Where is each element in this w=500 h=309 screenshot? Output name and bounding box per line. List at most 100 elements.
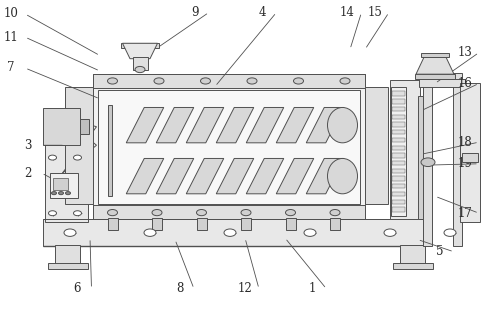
Text: 16: 16: [458, 77, 472, 90]
Bar: [92, 74, 365, 88]
Bar: [392, 169, 405, 173]
Polygon shape: [156, 108, 194, 143]
Circle shape: [286, 210, 296, 216]
Circle shape: [48, 155, 56, 160]
Circle shape: [330, 210, 340, 216]
Bar: [392, 200, 405, 204]
Text: 19: 19: [458, 157, 472, 170]
Bar: [462, 153, 478, 162]
Bar: [196, 218, 206, 230]
Text: 11: 11: [4, 31, 18, 44]
Bar: [108, 105, 112, 196]
Bar: [132, 57, 148, 70]
Bar: [392, 153, 405, 158]
Text: 10: 10: [4, 7, 18, 20]
Circle shape: [444, 229, 456, 236]
Circle shape: [304, 229, 316, 236]
Circle shape: [66, 192, 70, 195]
Bar: [392, 138, 405, 142]
Bar: [42, 108, 80, 145]
Polygon shape: [126, 108, 164, 143]
Bar: [330, 218, 340, 230]
Bar: [108, 218, 118, 230]
Bar: [400, 245, 425, 264]
Polygon shape: [186, 108, 224, 143]
Bar: [241, 218, 251, 230]
Polygon shape: [306, 108, 344, 143]
Bar: [392, 107, 405, 111]
Bar: [392, 192, 405, 196]
Text: 17: 17: [458, 207, 472, 220]
Circle shape: [247, 78, 257, 84]
Bar: [55, 245, 80, 264]
Bar: [419, 79, 465, 87]
Text: 15: 15: [368, 6, 382, 19]
Bar: [65, 87, 92, 204]
Circle shape: [135, 66, 145, 73]
Text: 6: 6: [74, 282, 81, 295]
Bar: [92, 74, 365, 219]
Circle shape: [200, 78, 210, 84]
Polygon shape: [306, 159, 344, 194]
Bar: [391, 87, 406, 216]
Circle shape: [241, 210, 251, 216]
Bar: [418, 96, 423, 219]
Circle shape: [108, 78, 118, 84]
Text: 18: 18: [458, 136, 472, 149]
Bar: [80, 119, 89, 134]
Circle shape: [74, 211, 82, 216]
Polygon shape: [276, 108, 314, 143]
Bar: [392, 91, 405, 96]
Polygon shape: [216, 159, 254, 194]
Text: 7: 7: [7, 61, 15, 74]
Bar: [392, 176, 405, 181]
Bar: [50, 173, 78, 198]
Bar: [452, 73, 462, 246]
Bar: [392, 99, 405, 104]
Polygon shape: [156, 159, 194, 194]
Bar: [392, 122, 405, 127]
Bar: [92, 205, 365, 219]
Polygon shape: [126, 159, 164, 194]
Circle shape: [384, 229, 396, 236]
Circle shape: [340, 78, 350, 84]
Circle shape: [64, 229, 76, 236]
Bar: [45, 145, 88, 222]
Text: 12: 12: [238, 282, 252, 295]
Text: 8: 8: [176, 282, 184, 295]
Ellipse shape: [328, 159, 358, 194]
Circle shape: [152, 210, 162, 216]
Text: 1: 1: [309, 282, 316, 295]
Text: 4: 4: [259, 6, 266, 19]
Bar: [392, 130, 405, 134]
Polygon shape: [276, 159, 314, 194]
Text: 3: 3: [24, 139, 31, 152]
Bar: [392, 207, 405, 212]
Bar: [460, 83, 480, 222]
Bar: [415, 74, 455, 79]
Circle shape: [421, 158, 435, 167]
Polygon shape: [186, 159, 224, 194]
Circle shape: [294, 78, 304, 84]
Ellipse shape: [328, 108, 358, 143]
Circle shape: [74, 155, 82, 160]
Circle shape: [58, 192, 64, 195]
Bar: [286, 218, 296, 230]
Bar: [422, 73, 432, 246]
Polygon shape: [216, 108, 254, 143]
Bar: [152, 218, 162, 230]
Bar: [390, 80, 420, 219]
Circle shape: [108, 210, 118, 216]
Text: 13: 13: [458, 46, 472, 59]
Circle shape: [144, 229, 156, 236]
Text: 2: 2: [24, 167, 31, 180]
Bar: [392, 146, 405, 150]
Bar: [421, 53, 449, 57]
Circle shape: [48, 211, 56, 216]
Circle shape: [224, 229, 236, 236]
Bar: [392, 161, 405, 165]
Circle shape: [196, 210, 206, 216]
Bar: [121, 43, 159, 48]
Text: 5: 5: [436, 245, 444, 258]
Text: 9: 9: [191, 6, 199, 19]
